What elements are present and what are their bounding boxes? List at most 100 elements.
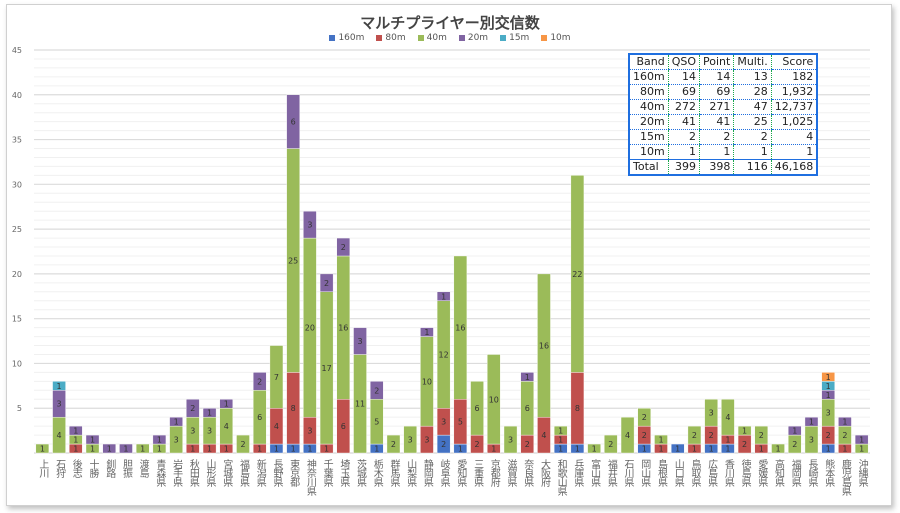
table-row: 160m 14 14 13 182 xyxy=(629,69,818,85)
legend-swatch xyxy=(458,34,465,41)
data-label: 1 xyxy=(291,445,296,454)
data-label: 1 xyxy=(709,445,714,454)
table-cell: 2 xyxy=(667,129,700,145)
x-tick-label: 青森県 xyxy=(154,458,166,488)
data-label: 3 xyxy=(508,436,513,445)
data-label: 2 xyxy=(642,413,647,422)
data-label: 2 xyxy=(374,386,379,395)
y-tick-label: 45 xyxy=(12,46,22,55)
x-tick-label: 鹿児島県 xyxy=(839,458,851,497)
x-tick-label: 千葉県 xyxy=(321,459,333,488)
data-label: 1 xyxy=(859,445,864,454)
data-label: 16 xyxy=(539,342,549,351)
table-cell: 2 xyxy=(699,129,734,145)
table-row: 80m 69 69 28 1,932 xyxy=(629,84,818,100)
table-cell: 12,737 xyxy=(770,99,818,115)
table-cell: 116 xyxy=(733,159,772,175)
data-label: 3 xyxy=(207,427,212,436)
y-tick-label: 40 xyxy=(12,91,22,100)
bar-segment-40m xyxy=(553,425,568,436)
bar-segment-20m xyxy=(520,372,534,382)
data-label: 25 xyxy=(288,256,298,265)
legend-swatch xyxy=(376,34,383,41)
table-cell: 15m xyxy=(629,129,669,145)
table-cell: 272 xyxy=(667,99,700,115)
table-cell: 13 xyxy=(733,69,772,85)
bar-segment-40m xyxy=(604,434,618,454)
data-label: 2 xyxy=(608,440,613,449)
x-tick-label: 群馬県 xyxy=(388,458,400,488)
bar-segment-20m xyxy=(85,434,100,445)
table-row: 15m 2 2 2 4 xyxy=(629,129,818,145)
x-tick-label: 新潟県 xyxy=(254,458,266,488)
data-label: 2 xyxy=(324,279,329,288)
bar-segment-20m xyxy=(69,425,83,436)
legend-label: 160m xyxy=(338,33,365,43)
x-tick-label: 福岡県 xyxy=(789,458,801,488)
table-cell: 182 xyxy=(770,69,818,85)
x-tick-label: 長崎県 xyxy=(806,459,818,488)
table-cell: 69 xyxy=(699,84,734,100)
bar-segment-20m xyxy=(169,416,183,427)
table-row: Total 399 398 116 46,168 xyxy=(629,159,818,175)
data-label: 1 xyxy=(725,445,730,454)
table-cell: 1,025 xyxy=(770,114,818,130)
data-label: 1 xyxy=(157,436,162,445)
bar-segment-40m xyxy=(721,399,735,436)
legend-swatch xyxy=(541,34,548,41)
bar-segment-20m xyxy=(370,381,384,400)
x-tick-label: 秋田県 xyxy=(187,458,199,488)
data-label: 6 xyxy=(525,404,530,413)
data-label: 1 xyxy=(224,445,229,454)
data-label: 2 xyxy=(742,440,747,449)
bar-segment-40m xyxy=(771,443,785,454)
data-label: 3 xyxy=(57,400,62,409)
x-tick-label: 後志 xyxy=(70,458,82,478)
table-cell: 2 xyxy=(733,129,772,145)
table-cell: 47 xyxy=(733,99,772,115)
bar-segment-20m xyxy=(436,291,451,301)
x-tick-label: 山口県 xyxy=(672,459,684,488)
bar-segment-20m xyxy=(286,94,300,149)
bar-segment-40m xyxy=(453,255,468,400)
x-tick-label: 岐阜県 xyxy=(438,458,450,488)
legend-item-20m: 20m xyxy=(458,33,488,43)
table-cell: Band xyxy=(629,54,669,70)
data-label: 1 xyxy=(57,382,62,391)
data-label: 1 xyxy=(90,445,95,454)
data-label: 2 xyxy=(257,377,262,386)
data-label: 3 xyxy=(357,337,362,346)
bar-segment-40m xyxy=(754,425,769,445)
bar-segment-20m xyxy=(420,327,434,337)
data-label: 1 xyxy=(525,373,530,382)
y-tick-label: 25 xyxy=(12,225,22,234)
bar-segment-20m xyxy=(102,443,116,454)
table-cell: 1 xyxy=(667,144,700,160)
x-tick-label: 熊本県 xyxy=(823,458,835,488)
table-cell: 4 xyxy=(770,129,818,145)
data-label: 1 xyxy=(73,445,78,454)
data-label: 1 xyxy=(826,391,831,400)
x-tick-label: 兵庫県 xyxy=(572,458,584,488)
data-label: 8 xyxy=(291,404,296,413)
data-label: 1 xyxy=(424,328,429,337)
x-tick-label: 長野県 xyxy=(271,459,283,488)
table-row: 20m 41 41 25 1,025 xyxy=(629,114,818,130)
table-row: Band QSO Point Multi. Score xyxy=(629,54,818,70)
x-tick-label: 滋賀県 xyxy=(505,458,517,488)
x-tick-label: 岩手県 xyxy=(171,458,183,488)
legend-item-15m: 15m xyxy=(500,33,529,43)
data-label: 1 xyxy=(826,373,831,382)
data-label: 3 xyxy=(441,418,446,427)
data-label: 1 xyxy=(257,445,262,454)
x-tick-label: 和歌山県 xyxy=(555,459,567,497)
bar-segment-20m xyxy=(119,443,133,454)
data-label: 1 xyxy=(826,382,831,391)
x-tick-label: 愛媛県 xyxy=(756,458,768,488)
x-tick-label: 石川県 xyxy=(622,459,634,488)
data-label: 1 xyxy=(123,445,128,454)
data-label: 16 xyxy=(338,324,348,333)
bar-segment-20m xyxy=(336,237,351,257)
data-label: 1 xyxy=(274,445,279,454)
x-tick-label: 大阪府 xyxy=(538,458,550,488)
